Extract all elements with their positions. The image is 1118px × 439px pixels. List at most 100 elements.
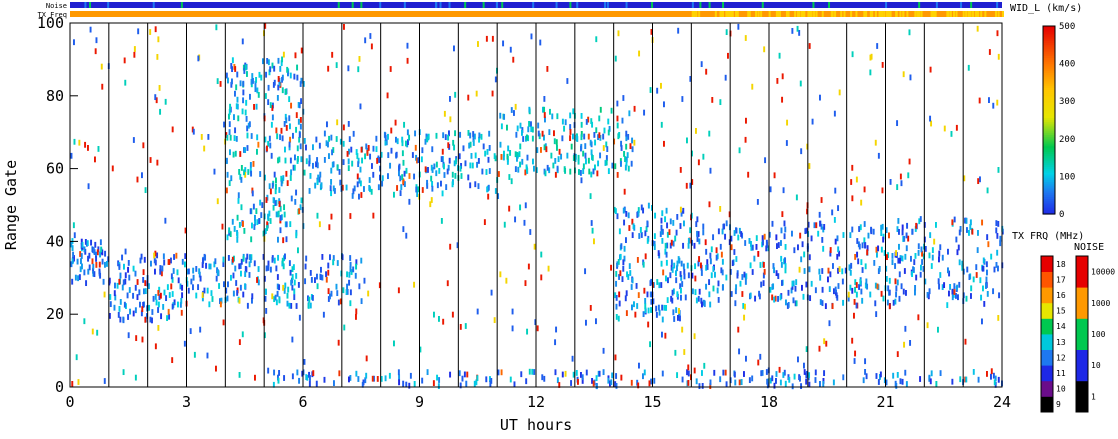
- echo-point: [814, 377, 817, 383]
- echo-point: [570, 143, 573, 150]
- echo-point: [375, 146, 378, 153]
- echo-point: [368, 185, 371, 191]
- echo-point: [275, 299, 278, 306]
- echo-point: [395, 136, 397, 143]
- echo-point: [103, 378, 106, 384]
- echo-point: [436, 374, 439, 381]
- echo-point: [593, 238, 595, 245]
- echo-point: [955, 124, 958, 131]
- echo-point: [912, 266, 915, 273]
- txfreq-strip-tick: [855, 11, 858, 17]
- echo-point: [859, 279, 862, 285]
- echo-point: [442, 318, 445, 325]
- width-colorbar-cell: [1043, 91, 1055, 95]
- echo-point: [490, 289, 493, 296]
- echo-point: [376, 376, 379, 382]
- echo-point: [622, 95, 625, 101]
- echo-point: [734, 379, 737, 386]
- echo-point: [985, 283, 987, 289]
- echo-point: [208, 301, 211, 308]
- echo-point: [303, 169, 306, 176]
- echo-point: [569, 168, 572, 175]
- width-colorbar-cell: [1043, 174, 1055, 177]
- echo-point: [240, 165, 243, 171]
- echo-point: [904, 325, 907, 332]
- echo-point: [618, 300, 621, 307]
- echo-point: [271, 62, 274, 69]
- echo-point: [244, 147, 247, 154]
- echo-point: [928, 288, 931, 295]
- echo-point: [805, 281, 808, 288]
- echo-point: [582, 168, 585, 175]
- echo-point: [769, 377, 772, 384]
- width-colorbar-cell: [1043, 56, 1055, 59]
- echo-point: [685, 182, 688, 189]
- echo-point: [122, 369, 125, 376]
- echo-point: [694, 289, 697, 296]
- echo-point: [834, 238, 837, 245]
- echo-point: [241, 331, 244, 338]
- echo-point: [228, 109, 231, 115]
- echo-point: [536, 325, 539, 332]
- echo-point: [614, 381, 617, 388]
- echo-point: [605, 155, 608, 161]
- echo-point: [887, 285, 890, 292]
- echo-point: [773, 296, 776, 303]
- echo-point: [444, 134, 447, 141]
- echo-point: [962, 268, 965, 275]
- echo-point: [781, 211, 784, 218]
- echo-point: [249, 162, 252, 168]
- echo-point: [891, 259, 894, 266]
- echo-point: [74, 274, 77, 281]
- echo-point: [305, 374, 308, 381]
- echo-point: [291, 336, 294, 343]
- echo-point: [767, 378, 770, 385]
- txfreq-strip-tick: [813, 11, 816, 17]
- txfreq-strip-tick: [747, 11, 750, 17]
- echo-point: [867, 232, 870, 239]
- echo-point: [400, 184, 403, 191]
- echo-point: [271, 256, 274, 263]
- echo-point: [896, 184, 899, 191]
- echo-point: [863, 221, 866, 227]
- echo-point: [420, 156, 423, 163]
- echo-point: [254, 86, 257, 93]
- echo-point: [295, 232, 298, 239]
- txfreq-strip-tick: [775, 11, 778, 17]
- echo-point: [997, 315, 1000, 321]
- echo-point: [226, 295, 229, 302]
- echo-point: [530, 121, 532, 128]
- noise-strip-tick: [625, 2, 628, 8]
- echo-point: [663, 304, 666, 311]
- echo-point: [414, 144, 417, 151]
- echo-point: [543, 106, 546, 113]
- echo-point: [760, 281, 763, 288]
- echo-point: [901, 224, 904, 231]
- echo-point: [92, 270, 95, 277]
- echo-point: [977, 376, 980, 383]
- echo-point: [339, 179, 342, 186]
- echo-point: [233, 114, 235, 121]
- echo-point: [150, 260, 152, 267]
- echo-point: [292, 164, 295, 171]
- echo-point: [93, 249, 96, 256]
- echo-point: [273, 369, 276, 376]
- echo-point: [80, 238, 83, 245]
- echo-point: [300, 197, 303, 204]
- echo-point: [291, 284, 294, 291]
- echo-point: [914, 226, 917, 232]
- echo-point: [881, 223, 884, 230]
- echo-point: [681, 96, 684, 102]
- txfreq-strip-tick: [902, 11, 905, 17]
- echo-point: [309, 270, 312, 276]
- echo-point: [161, 265, 164, 272]
- echo-point: [92, 263, 95, 270]
- width-colorbar-cell: [1043, 123, 1055, 127]
- echo-point: [281, 135, 284, 142]
- echo-point: [930, 263, 933, 269]
- echo-point: [265, 289, 267, 295]
- width-colorbar-cell: [1043, 197, 1055, 200]
- echo-point: [676, 372, 679, 379]
- echo-point: [349, 375, 352, 381]
- echo-point: [234, 127, 237, 134]
